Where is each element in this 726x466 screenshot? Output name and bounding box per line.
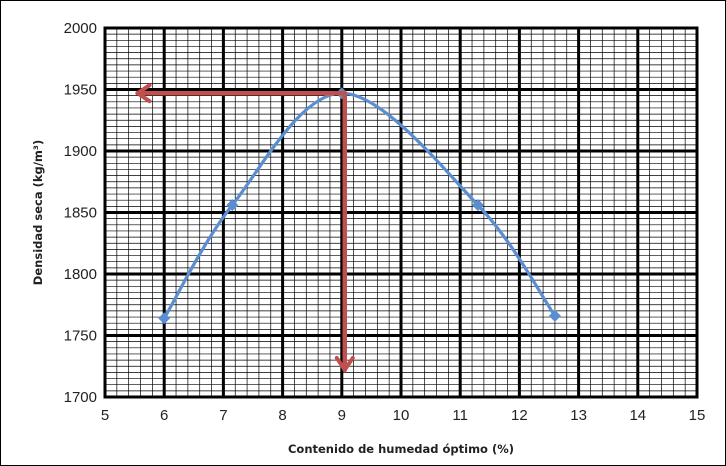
x-tick-label: 5 [101, 407, 109, 424]
x-tick-label: 8 [278, 407, 286, 424]
y-tick-label: 1800 [64, 266, 97, 283]
x-tick-label: 13 [570, 407, 587, 424]
y-tick-label: 1900 [64, 143, 97, 160]
x-tick-label: 7 [219, 407, 227, 424]
x-tick-label: 10 [393, 407, 410, 424]
y-tick-label: 1850 [64, 205, 97, 222]
data-point-marker [471, 199, 484, 212]
plot-border [103, 26, 699, 399]
y-tick-label: 2000 [64, 20, 97, 37]
plot-area-border [103, 26, 699, 399]
annotation-layer [135, 83, 355, 373]
x-tick-label: 6 [160, 407, 168, 424]
series-layer [158, 87, 561, 325]
y-tick-label: 1950 [64, 82, 97, 99]
y-axis-title: Densidad seca (kg/m³) [31, 140, 45, 285]
data-point-marker [548, 309, 561, 322]
y-tick-label: 1700 [64, 389, 97, 406]
x-tick-label: 12 [511, 407, 528, 424]
left-arrowhead-icon [135, 83, 152, 104]
data-point-marker [226, 199, 239, 212]
x-tick-label: 15 [689, 407, 706, 424]
data-point-marker [158, 312, 171, 325]
x-tick-labels: 5 6 7 8 9 10 11 12 13 14 15 [101, 407, 706, 424]
down-arrowhead-icon [334, 355, 355, 372]
x-axis-title: Contenido de humedad óptimo (%) [288, 442, 514, 456]
x-tick-label: 14 [629, 407, 646, 424]
y-tick-label: 1750 [64, 328, 97, 345]
x-tick-label: 9 [338, 407, 346, 424]
x-tick-label: 11 [452, 407, 468, 424]
y-tick-labels: 1700 1750 1800 1850 1900 1950 2000 [64, 20, 97, 406]
